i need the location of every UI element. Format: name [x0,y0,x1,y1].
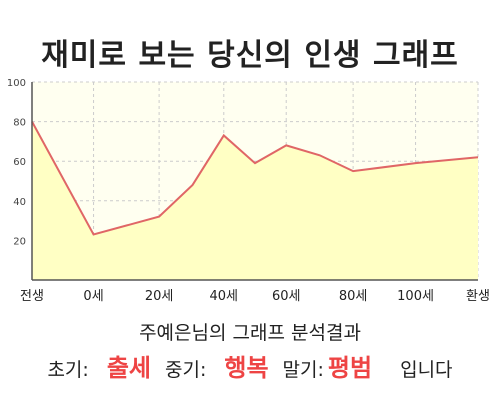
x-tick-labels: 전생 0세 20세 40세 60세 80세 100세 환생 [20,289,490,304]
x-tick-label: 0세 [83,289,103,304]
y-tick-label: 60 [13,157,26,168]
y-tick-label: 20 [13,236,26,247]
result-suffix: 입니다 [400,359,453,381]
x-tick-label: 100세 [397,289,434,304]
x-tick-label: 20세 [145,289,174,304]
x-tick-label: 40세 [210,289,239,304]
y-tick-label: 100 [7,78,26,89]
result-subtitle: 주예은님의 그래프 분석결과 [139,322,361,344]
x-tick-label: 환생 [466,289,490,304]
middle-label: 중기: [165,359,207,381]
x-tick-label: 60세 [272,289,301,304]
y-tick-label: 80 [13,118,26,129]
y-tick-label: 40 [13,197,26,208]
early-value: 출세 [106,354,151,382]
x-tick-label: 80세 [339,289,368,304]
series-line [31,121,479,236]
late-label: 말기: [282,359,324,381]
early-label: 초기: [47,359,89,381]
y-tick-labels: 20 40 60 80 100 [7,78,26,247]
page-title: 재미로 보는 당신의 인생 그래프 [41,38,459,73]
area-fill [32,121,478,280]
x-tick-label: 전생 [20,289,44,304]
result-summary: 초기: 출세 중기: 행복 말기: 평범 입니다 [0,348,500,383]
late-value: 평범 [327,354,373,382]
life-graph-chart: 20 40 60 80 100 전생 0세 20세 40세 60세 80세 100세 환생 [7,78,490,304]
middle-value: 행복 [224,354,269,382]
